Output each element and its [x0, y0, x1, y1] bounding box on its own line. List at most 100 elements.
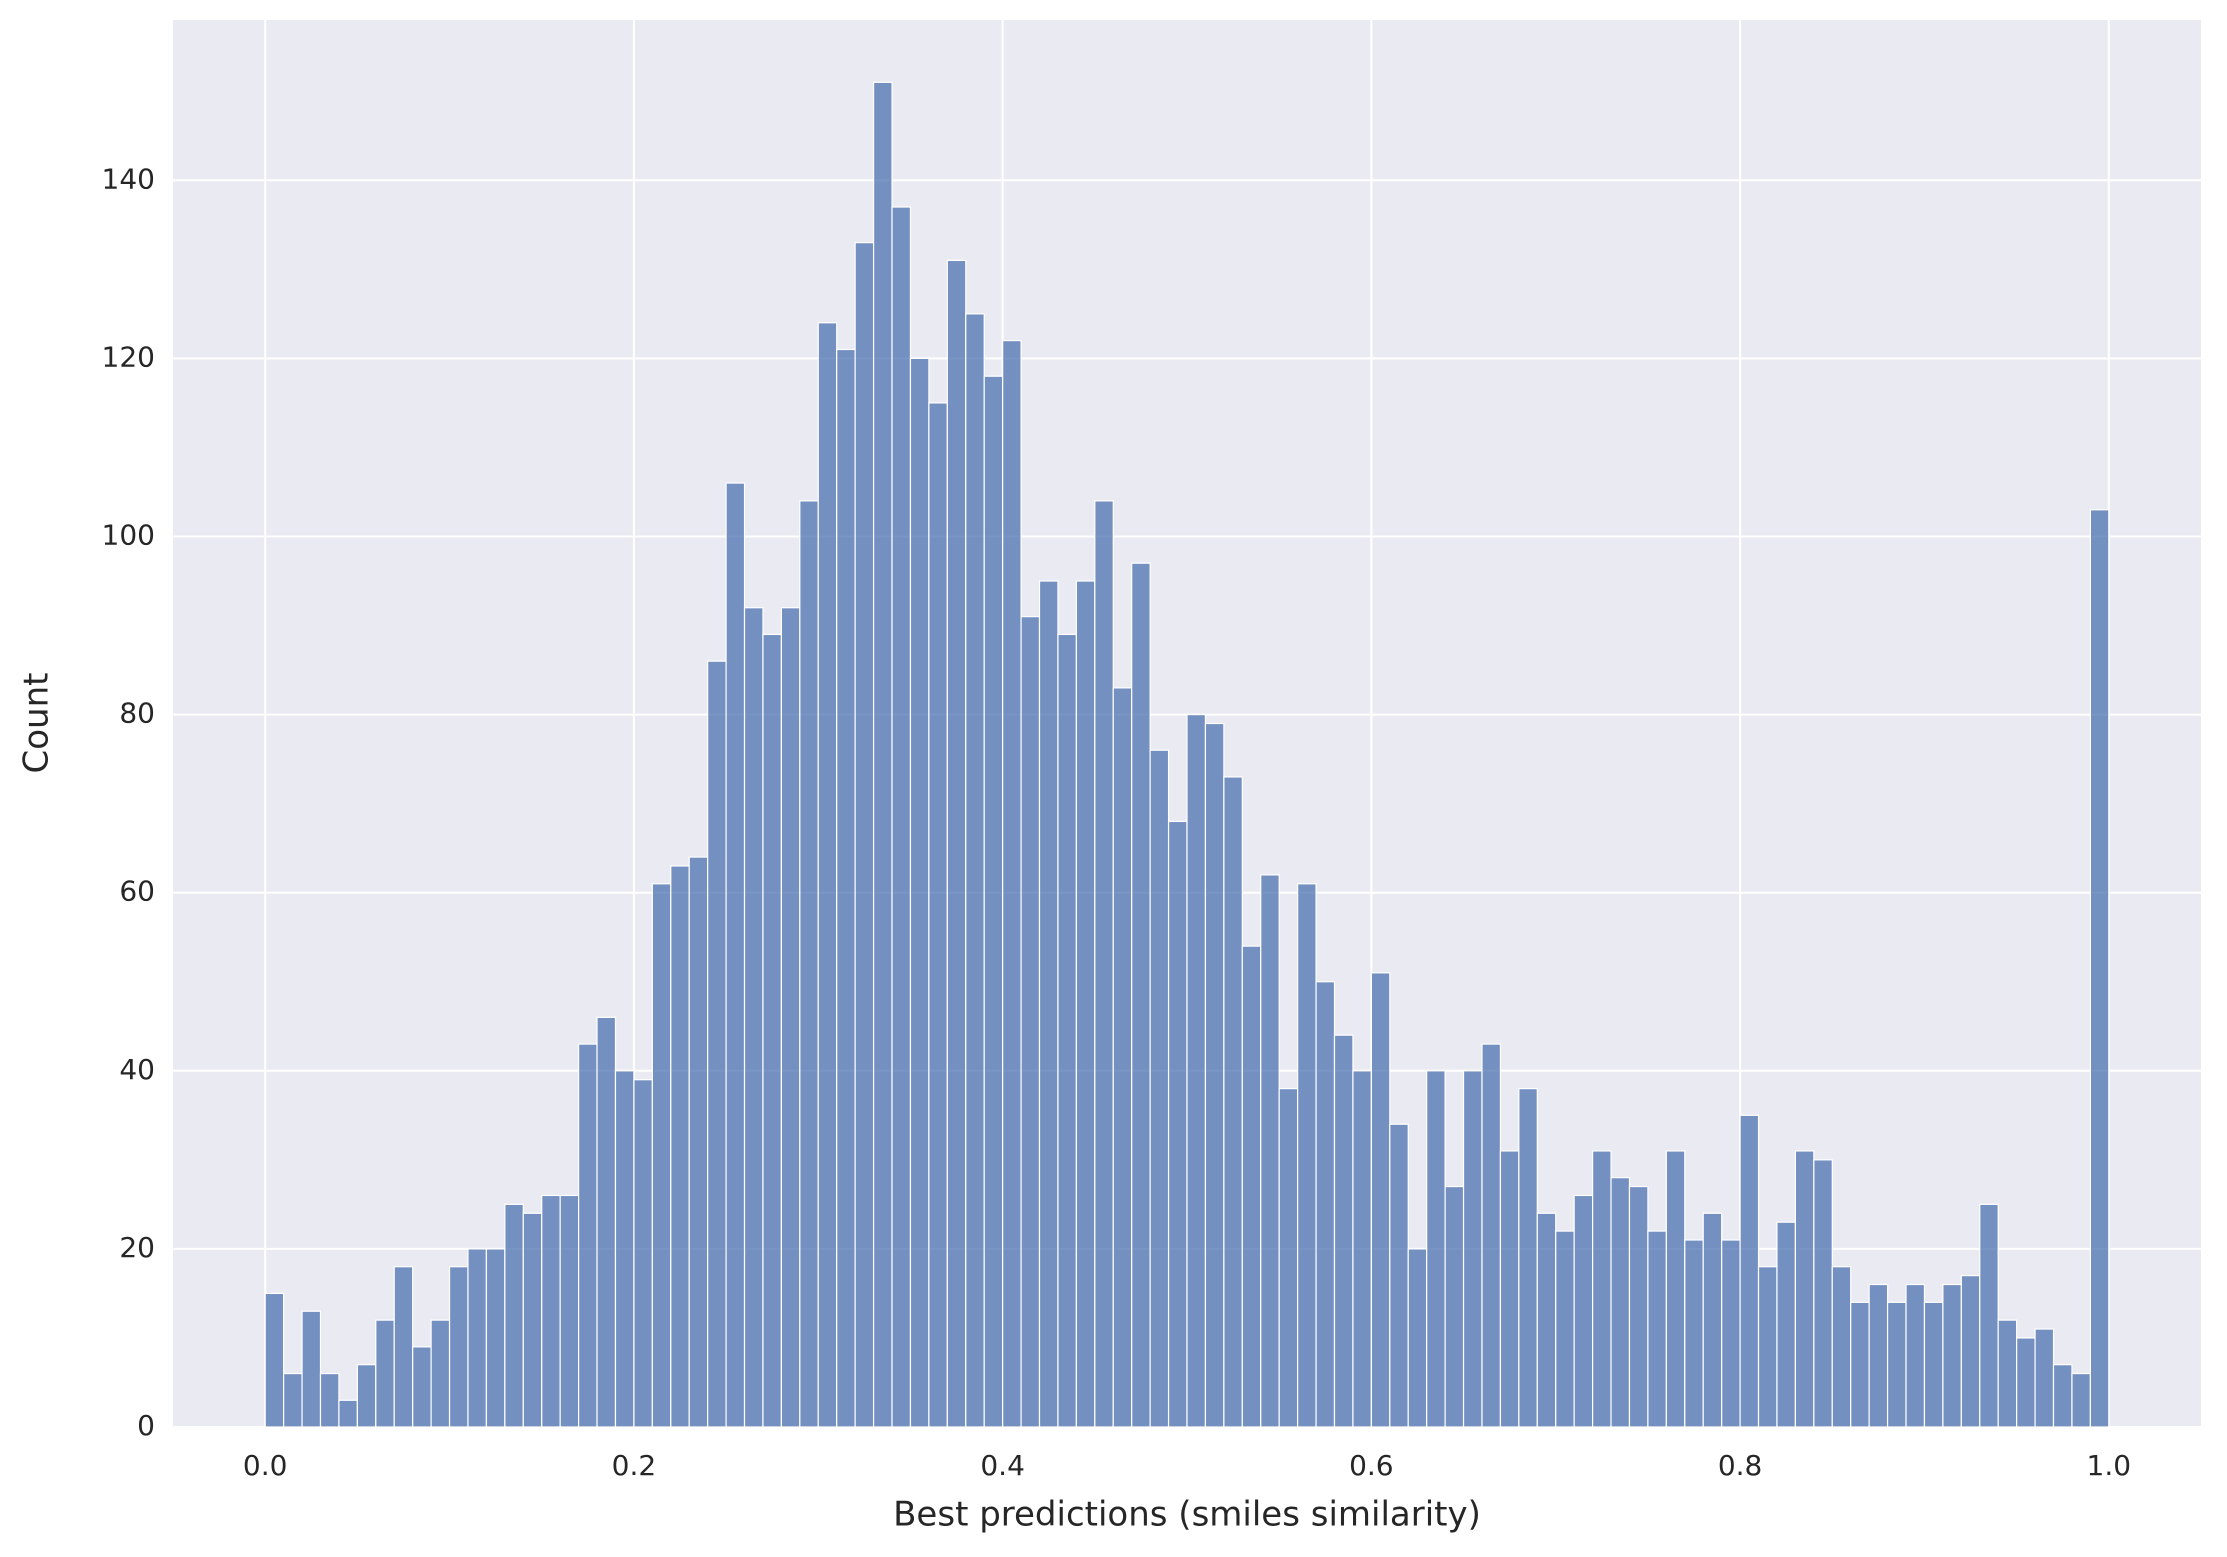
bar	[1831, 1266, 1852, 1428]
x-tick-label: 0.6	[1349, 1449, 1394, 1482]
y-tick-label: 140	[102, 162, 155, 195]
bar	[541, 1194, 561, 1428]
x-axis-label: Best predictions (smiles similarity)	[893, 1495, 1481, 1535]
bar	[412, 1346, 432, 1428]
bar	[1223, 776, 1243, 1428]
y-tick-label: 40	[119, 1053, 155, 1086]
bar	[1555, 1230, 1575, 1428]
bar	[725, 482, 746, 1428]
bar	[614, 1070, 635, 1428]
y-tick-label: 20	[119, 1231, 155, 1264]
bar	[1518, 1088, 1538, 1428]
bar	[522, 1212, 543, 1428]
bar	[356, 1364, 377, 1428]
bar	[1868, 1283, 1889, 1428]
bar	[651, 883, 672, 1428]
bar	[1370, 972, 1391, 1428]
bar	[1389, 1123, 1409, 1428]
bar	[559, 1194, 580, 1428]
bar	[946, 259, 967, 1428]
bar	[1297, 883, 1317, 1428]
bar	[504, 1203, 524, 1428]
bar	[1665, 1150, 1686, 1428]
bar	[1241, 945, 1262, 1428]
bar	[2052, 1364, 2073, 1428]
bar	[1942, 1283, 1962, 1428]
bar	[799, 500, 819, 1428]
x-tick-label: 0.2	[612, 1449, 657, 1482]
bar	[1794, 1150, 1815, 1428]
bar	[1702, 1212, 1723, 1428]
bar	[983, 375, 1004, 1428]
bar	[1850, 1301, 1870, 1428]
x-tick-label: 1.0	[2087, 1449, 2132, 1482]
bar	[1167, 820, 1188, 1428]
bar	[1499, 1150, 1520, 1428]
bar	[485, 1248, 506, 1428]
bar	[1426, 1070, 1446, 1428]
bar	[319, 1372, 340, 1428]
bar	[1573, 1194, 1594, 1428]
bar	[2034, 1328, 2055, 1428]
bar	[670, 865, 690, 1428]
bar	[1333, 1034, 1354, 1428]
bar	[2089, 509, 2110, 1428]
bar	[1260, 874, 1280, 1428]
bar	[283, 1372, 303, 1428]
bar	[1020, 616, 1041, 1428]
bar	[688, 856, 709, 1428]
bar	[1112, 687, 1133, 1428]
bar	[577, 1043, 598, 1428]
bar	[338, 1399, 358, 1428]
bar	[780, 607, 801, 1428]
bar	[1813, 1159, 1833, 1428]
bar	[1905, 1283, 1926, 1428]
bar	[1038, 580, 1059, 1428]
bar	[1315, 981, 1336, 1428]
y-tick-label: 100	[102, 518, 155, 551]
bar	[264, 1292, 285, 1428]
bar	[928, 402, 948, 1428]
bar	[2071, 1372, 2091, 1428]
bar	[393, 1266, 414, 1428]
bar	[1739, 1114, 1760, 1428]
bar	[2016, 1337, 2036, 1428]
bar	[1462, 1070, 1483, 1428]
y-tick-label: 60	[119, 875, 155, 908]
bar	[1186, 713, 1207, 1428]
bar	[1057, 633, 1077, 1428]
bar	[1776, 1221, 1796, 1428]
bar	[1444, 1185, 1465, 1428]
bar	[1075, 580, 1096, 1428]
bar	[965, 313, 985, 1428]
bar	[301, 1310, 322, 1428]
bar	[1684, 1239, 1704, 1428]
bar	[1923, 1301, 1944, 1428]
bar	[1536, 1212, 1557, 1428]
x-tick-label: 0.8	[1718, 1449, 1763, 1482]
bar	[1997, 1319, 2018, 1428]
bar	[1721, 1239, 1741, 1428]
bar	[1094, 500, 1114, 1428]
bar	[1131, 562, 1151, 1428]
bar	[762, 633, 782, 1428]
bar	[1647, 1230, 1667, 1428]
bar	[836, 348, 856, 1428]
bar	[1481, 1043, 1502, 1428]
bar	[1352, 1070, 1372, 1428]
bar	[596, 1016, 617, 1428]
bar	[1960, 1275, 1981, 1428]
bar	[375, 1319, 395, 1428]
bar	[1886, 1301, 1907, 1428]
bar	[1149, 749, 1170, 1428]
bar	[872, 81, 893, 1428]
y-tick-label: 0	[137, 1409, 155, 1442]
bar	[1002, 339, 1022, 1428]
x-tick-label: 0.4	[980, 1449, 1025, 1482]
bar	[467, 1248, 488, 1428]
bar	[1407, 1248, 1428, 1428]
bar	[707, 660, 727, 1428]
bar	[891, 206, 912, 1428]
